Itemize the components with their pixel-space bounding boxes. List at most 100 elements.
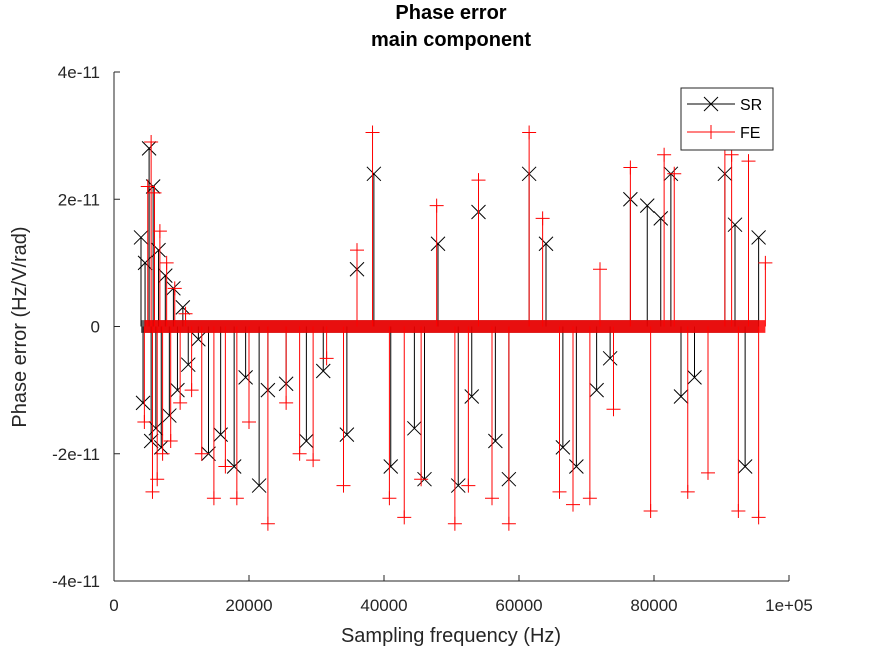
y-tick-label: 4e-11	[58, 63, 100, 82]
series-fe-point	[194, 446, 209, 461]
series-fe-point	[150, 472, 165, 487]
x-tick-label: 40000	[360, 596, 407, 615]
series-sr-point	[135, 395, 151, 411]
series-sr-point	[589, 382, 604, 398]
series-fe-point	[319, 351, 334, 366]
x-tick-label: 20000	[225, 596, 272, 615]
series-sr-point	[315, 363, 331, 379]
series-fe-point	[178, 306, 193, 321]
series-fe-point	[279, 395, 294, 410]
series-sr-point	[464, 389, 480, 404]
series-fe-point	[137, 414, 152, 429]
legend-label-fe: FE	[740, 125, 760, 142]
series-fe-point	[471, 173, 486, 188]
series-sr-point	[133, 230, 149, 245]
series-sr-point	[157, 268, 173, 283]
series-sr-point	[137, 255, 153, 271]
series-fe-point	[566, 497, 580, 512]
series-fe-point	[751, 510, 766, 525]
series-sr-point	[141, 140, 157, 156]
series-fe-point	[173, 395, 188, 410]
series-fe-point	[606, 402, 621, 417]
series-sr-point	[569, 459, 584, 474]
series-fe-point	[741, 154, 756, 169]
series-fe-point	[701, 465, 715, 480]
series-fe-point	[155, 446, 170, 461]
x-tick-label: 1e+05	[765, 596, 813, 615]
series-sr-point	[148, 420, 164, 436]
series-sr-point	[488, 433, 503, 449]
series-sr-point	[366, 166, 382, 182]
x-tick-label: 0	[109, 596, 118, 615]
series-sr-point	[383, 459, 399, 474]
series-fe-point	[260, 516, 275, 531]
series-sr-point	[238, 370, 253, 385]
series-fe-point	[167, 281, 182, 296]
series-sr-point	[673, 389, 689, 404]
series-fe-point	[350, 243, 364, 258]
series-fe-point	[144, 134, 159, 149]
series-sr-point	[538, 236, 554, 252]
series-fe-point	[485, 491, 499, 506]
series-fe-point	[218, 459, 233, 474]
y-tick-label: 2e-11	[58, 190, 100, 209]
series-sr-point	[191, 331, 206, 347]
series-sr-point	[153, 440, 169, 455]
x-tick-label: 80000	[630, 596, 677, 615]
series-fe-point	[461, 478, 476, 493]
legend-marker-sr	[703, 96, 719, 112]
series-sr-point	[161, 408, 177, 423]
series-fe-point	[657, 147, 672, 162]
series-sr-point	[751, 230, 766, 245]
series-sr-point	[143, 433, 159, 449]
legend-label-sr: SR	[740, 97, 762, 114]
series-fe-point	[229, 491, 244, 506]
series-sr-point	[430, 236, 446, 252]
series-sr-point	[339, 427, 355, 443]
legend-box	[680, 87, 774, 151]
series-sr-point	[450, 478, 466, 493]
series-sr-point	[151, 242, 166, 258]
series-fe-point	[145, 484, 160, 499]
y-axis-label: Phase error (Hz/V/rad)	[9, 226, 31, 427]
series-fe-point	[184, 383, 199, 398]
series-fe	[137, 125, 773, 531]
x-tick-label: 60000	[495, 596, 542, 615]
series-fe-point	[429, 198, 444, 213]
chart-title-line-1: Phase error	[395, 2, 506, 24]
y-tick-label: -4e-11	[52, 572, 100, 591]
series-fe-point	[535, 211, 550, 226]
series-fe-point	[582, 491, 597, 506]
series-sr-point	[737, 459, 753, 474]
ticks-layer: 0 20000 40000 60000 80000 1e+05 -4e-11 -2e-11 0 2…	[52, 63, 813, 615]
series-fe-point	[680, 484, 695, 499]
series-fe-point	[397, 510, 412, 525]
series-layer	[133, 125, 773, 531]
series-sr-point	[555, 440, 571, 455]
series-sr-point	[727, 217, 743, 233]
series-fe-point	[242, 414, 256, 429]
legend: SR FE	[680, 87, 774, 151]
series-fe-point	[365, 125, 380, 140]
series-fe-point	[292, 446, 307, 461]
series-fe-point	[667, 166, 682, 181]
chart-title-line-2: main component	[371, 29, 531, 51]
y-tick-label: 0	[91, 318, 100, 337]
series-sr-point	[251, 478, 267, 493]
series-fe-point	[306, 453, 321, 468]
series-fe-point	[501, 516, 516, 531]
series-fe-point	[152, 224, 167, 239]
series-fe-point	[163, 434, 178, 449]
series-sr-point	[653, 210, 669, 226]
series-sr-point	[180, 357, 196, 373]
series-sr-point	[175, 300, 191, 315]
series-fe-point	[206, 491, 221, 506]
series-fe-point	[447, 516, 462, 531]
series-fe-point	[336, 478, 351, 493]
series-sr-point	[687, 370, 702, 385]
x-axis-label: Sampling frequency (Hz)	[341, 625, 561, 647]
y-tick-label: -2e-11	[52, 445, 100, 464]
series-fe-point	[758, 255, 773, 270]
series-fe-point	[552, 484, 567, 499]
